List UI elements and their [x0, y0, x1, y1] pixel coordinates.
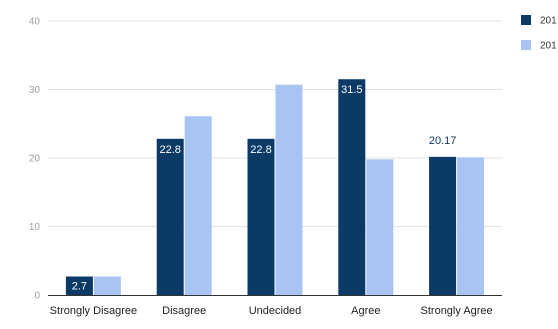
- y-tick-label: 40: [29, 17, 41, 28]
- legend-label: 201: [540, 16, 557, 27]
- y-tick-label: 20: [29, 154, 41, 165]
- x-axis-ticks: Strongly Disagree Disagree Undecided Agree S…: [50, 305, 493, 317]
- x-tick-label: Agree: [351, 305, 380, 317]
- legend-swatch: [521, 15, 531, 25]
- bar-series-1-strongly-agree: [429, 156, 457, 295]
- bar-series-2-agree: [366, 159, 394, 295]
- y-axis-ticks: 0 10 20 30 40: [29, 17, 41, 302]
- x-tick-label: Disagree: [162, 305, 206, 317]
- bar-series-1-agree: [338, 79, 366, 295]
- gridlines: [48, 20, 502, 227]
- x-tick-label: Undecided: [249, 305, 302, 317]
- x-tick-label: Strongly Disagree: [50, 305, 137, 317]
- legend: 201 201: [521, 15, 557, 52]
- legend-swatch: [521, 40, 531, 50]
- bar-series-2-disagree: [184, 116, 212, 295]
- legend-label: 201: [540, 41, 557, 52]
- y-tick-label: 0: [34, 291, 40, 302]
- data-label: 20.17: [429, 135, 457, 147]
- data-label: 22.8: [159, 144, 180, 156]
- data-labels: 2.7 22.8 22.8 31.5 20.17: [72, 84, 457, 292]
- bar-series-1-strongly-disagree: [65, 276, 93, 295]
- bar-series-1-undecided: [247, 138, 275, 295]
- y-tick-label: 30: [29, 85, 41, 96]
- y-tick-label: 10: [29, 222, 41, 233]
- bar-series-1-disagree: [156, 138, 184, 295]
- x-tick-label: Strongly Agree: [421, 305, 493, 317]
- bar-series-2-undecided: [275, 84, 303, 295]
- data-label: 31.5: [341, 84, 362, 96]
- bar-series-2-strongly-disagree: [93, 276, 121, 295]
- bars: [65, 79, 485, 295]
- bar-series-2-strongly-agree: [457, 157, 485, 295]
- data-label: 2.7: [72, 281, 87, 293]
- data-label: 22.8: [250, 144, 271, 156]
